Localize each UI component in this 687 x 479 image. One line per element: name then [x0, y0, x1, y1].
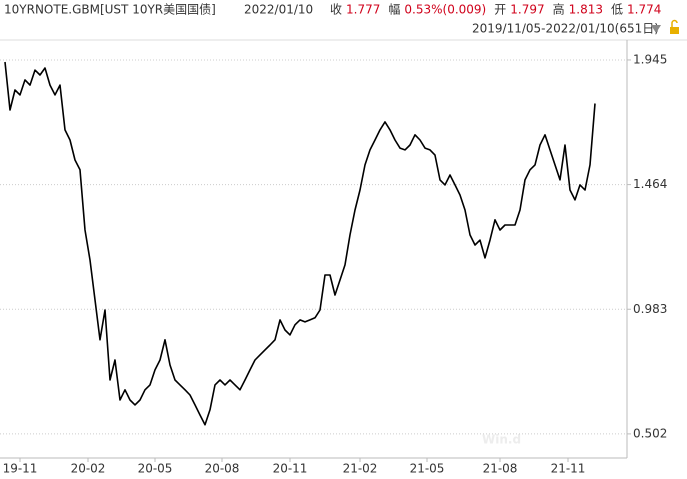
- x-tick-label: 20-08: [205, 462, 240, 476]
- x-tick-label: 19-11: [3, 462, 38, 476]
- x-tick-label: 21-02: [343, 462, 378, 476]
- y-tick-label: 0.502: [633, 426, 667, 440]
- y-tick-label: 1.464: [633, 177, 667, 191]
- date: 2022/01/10: [244, 3, 313, 17]
- quote-value: 1.777: [346, 3, 380, 17]
- range-label: 2019/11/05-2022/01/10(651日): [472, 22, 659, 36]
- quote-label: 开: [494, 3, 506, 17]
- x-tick-label: 20-02: [71, 462, 106, 476]
- quote-label: 收: [330, 3, 342, 17]
- x-tick-label: 20-11: [273, 462, 308, 476]
- y-tick-label: 0.983: [633, 302, 667, 316]
- watermark: Win.d: [482, 433, 521, 447]
- quote-value: 0.53%(0.009): [404, 3, 486, 17]
- x-tick-label: 21-05: [410, 462, 445, 476]
- y-tick-label: 1.945: [633, 52, 667, 66]
- price-line: [4, 61, 596, 426]
- x-tick-label: 20-05: [138, 462, 173, 476]
- quote-label: 高: [553, 2, 565, 17]
- dropdown-icon[interactable]: [651, 25, 661, 33]
- quote-label: 幅: [388, 2, 400, 17]
- x-tick-label: 21-08: [483, 462, 518, 476]
- chart-title: 10YRNOTE.GBM[UST 10YR美国国债]: [4, 3, 216, 17]
- quote-value: 1.813: [569, 3, 603, 17]
- quote-label: 低: [611, 3, 623, 17]
- lock-icon[interactable]: [670, 27, 679, 34]
- quote-value: 1.774: [627, 3, 661, 17]
- lock-shackle: [671, 19, 678, 27]
- quote-value: 1.797: [510, 3, 544, 17]
- x-tick-label: 21-11: [551, 462, 586, 476]
